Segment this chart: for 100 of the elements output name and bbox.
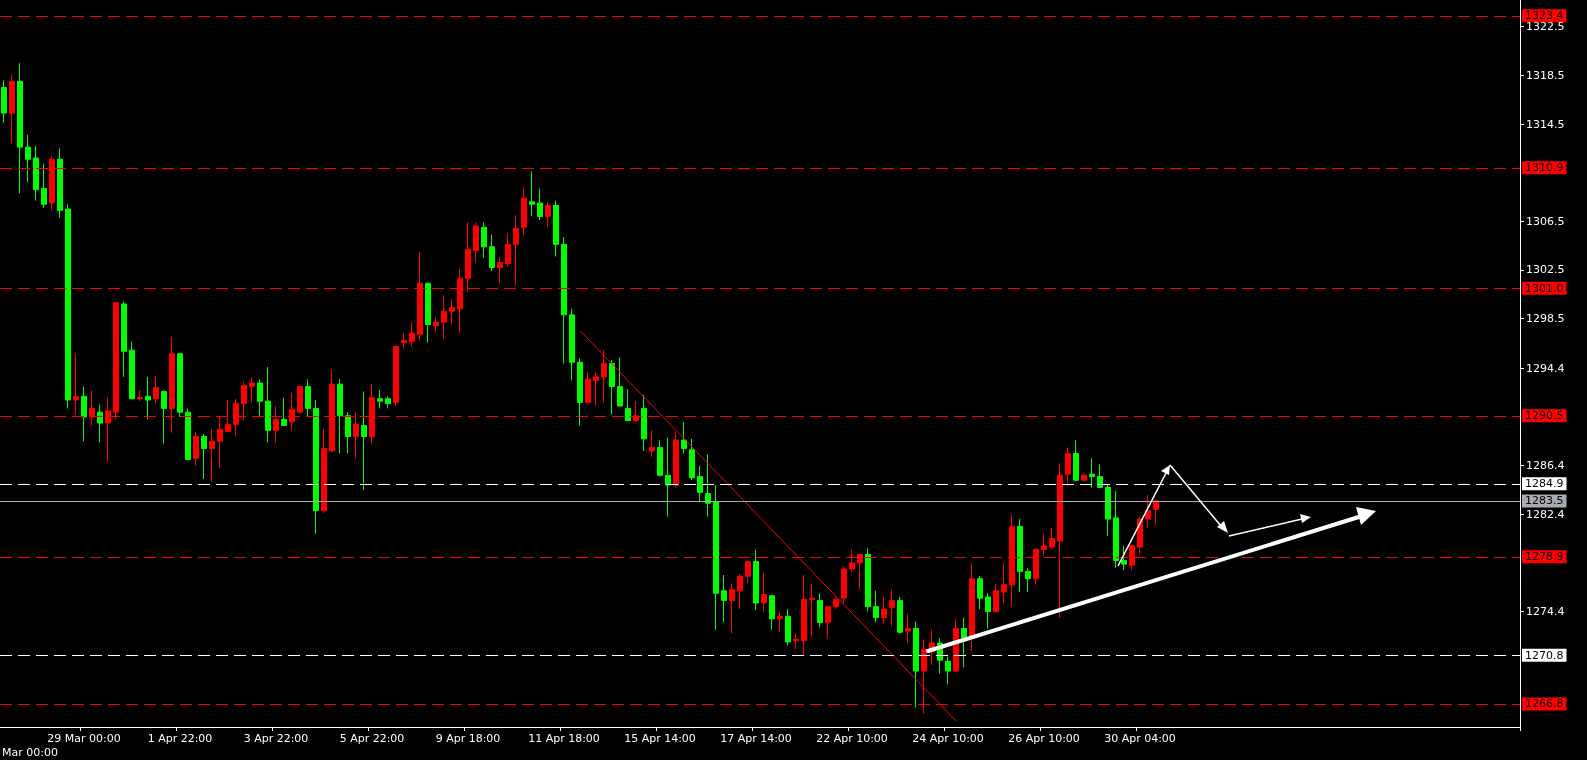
x-tick-label: 11 Apr 18:00 (528, 732, 600, 745)
candlestick (777, 611, 783, 633)
candlestick (345, 411, 351, 454)
candlestick (889, 589, 895, 627)
x-tick-label: 30 Apr 04:00 (1104, 732, 1176, 745)
candlestick (961, 617, 967, 668)
candlestick (153, 375, 159, 405)
x-tick-label: 22 Apr 10:00 (816, 732, 888, 745)
candlestick (129, 341, 135, 400)
candlestick (601, 349, 607, 403)
candlestick (593, 371, 599, 407)
x-tick-label: 15 Apr 14:00 (624, 732, 696, 745)
candlestick (985, 592, 991, 630)
ref-line-label: 1310.9 (1525, 161, 1564, 175)
candlestick (585, 371, 591, 405)
candlestick (17, 62, 23, 194)
x-tick-label: 1 Apr 22:00 (147, 732, 213, 745)
candlestick (209, 428, 215, 482)
candlestick (873, 590, 879, 623)
candlestick (617, 356, 623, 407)
candlestick (9, 73, 15, 144)
candlestick (305, 378, 311, 418)
x-tick-label: 24 Apr 10:00 (912, 732, 984, 745)
y-tick-label: 1298.5 (1526, 312, 1565, 326)
candlestick (97, 404, 103, 444)
candlestick (481, 221, 487, 259)
candlestick (281, 397, 287, 426)
ref-line-label: 1270.8 (1525, 648, 1564, 662)
candlestick (337, 378, 343, 454)
candlestick (1097, 463, 1103, 488)
candlestick (505, 232, 511, 267)
candlestick (665, 437, 671, 518)
candlestick (1145, 494, 1151, 529)
candlestick (537, 187, 543, 221)
candlestick (1001, 562, 1007, 604)
candlestick (625, 388, 631, 422)
candlestick (569, 308, 575, 382)
candlestick (297, 386, 303, 414)
candlestick (473, 221, 479, 264)
candlestick (1089, 457, 1095, 488)
candlestick (825, 604, 831, 639)
candlestick (809, 583, 815, 637)
candlestick (385, 395, 391, 409)
candlestick (1121, 545, 1127, 571)
candlestick (993, 583, 999, 614)
candlestick (513, 214, 519, 287)
y-tick-label: 1294.4 (1526, 361, 1565, 375)
ref-line-label: 1283.5 (1525, 494, 1564, 508)
ref-line-label: 1278.9 (1525, 550, 1564, 564)
candlestick (65, 203, 71, 409)
candlestick (1025, 567, 1031, 593)
candlestick (705, 454, 711, 518)
candlestick (321, 428, 327, 514)
ref-line-label: 1301.0 (1525, 281, 1564, 295)
candlestick (249, 376, 255, 403)
y-tick-label: 1318.5 (1526, 68, 1565, 82)
candlestick (729, 583, 735, 634)
candlestick (801, 574, 807, 656)
candlestick (137, 389, 143, 402)
candlestick (833, 596, 839, 610)
candlestick (785, 608, 791, 647)
candlestick (1105, 484, 1111, 537)
x-tick-label: 26 Apr 10:00 (1008, 732, 1080, 745)
x-tick-label: 5 Apr 22:00 (339, 732, 405, 745)
candlestick (409, 321, 415, 347)
y-tick-label: 1282.4 (1526, 507, 1565, 521)
candlestick (737, 573, 743, 610)
candlestick (449, 298, 455, 326)
candlestick (33, 145, 39, 202)
candlestick (1153, 499, 1159, 526)
candlestick (761, 572, 767, 613)
candlestick (121, 301, 127, 378)
candlestick (969, 563, 975, 653)
candlestick (193, 431, 199, 467)
candlestick (553, 200, 559, 258)
candlestick (145, 376, 151, 420)
candlestick (489, 234, 495, 272)
candlestick (657, 439, 663, 478)
y-tick-label: 1286.4 (1526, 459, 1565, 473)
candlestick (41, 163, 47, 209)
candlestick (177, 353, 183, 418)
candlestick (977, 575, 983, 610)
candlestick (81, 386, 87, 442)
candlestick (1041, 533, 1047, 557)
candlestick (745, 561, 751, 585)
y-tick-label: 1302.5 (1526, 263, 1565, 277)
candlestick (545, 201, 551, 228)
candlestick (1065, 446, 1071, 487)
candlestick (865, 547, 871, 613)
ref-line-label: 1266.8 (1525, 697, 1564, 711)
y-tick-label: 1314.5 (1526, 117, 1565, 131)
candlestick (769, 595, 775, 631)
candlestick (433, 316, 439, 333)
ref-line-label: 1290.5 (1525, 409, 1564, 423)
candlestick (529, 170, 535, 217)
ref-line-label: 1284.9 (1525, 477, 1564, 491)
candlestick (641, 394, 647, 452)
candlestick (841, 566, 847, 604)
candlestick (1113, 490, 1119, 569)
candlestick (265, 366, 271, 444)
